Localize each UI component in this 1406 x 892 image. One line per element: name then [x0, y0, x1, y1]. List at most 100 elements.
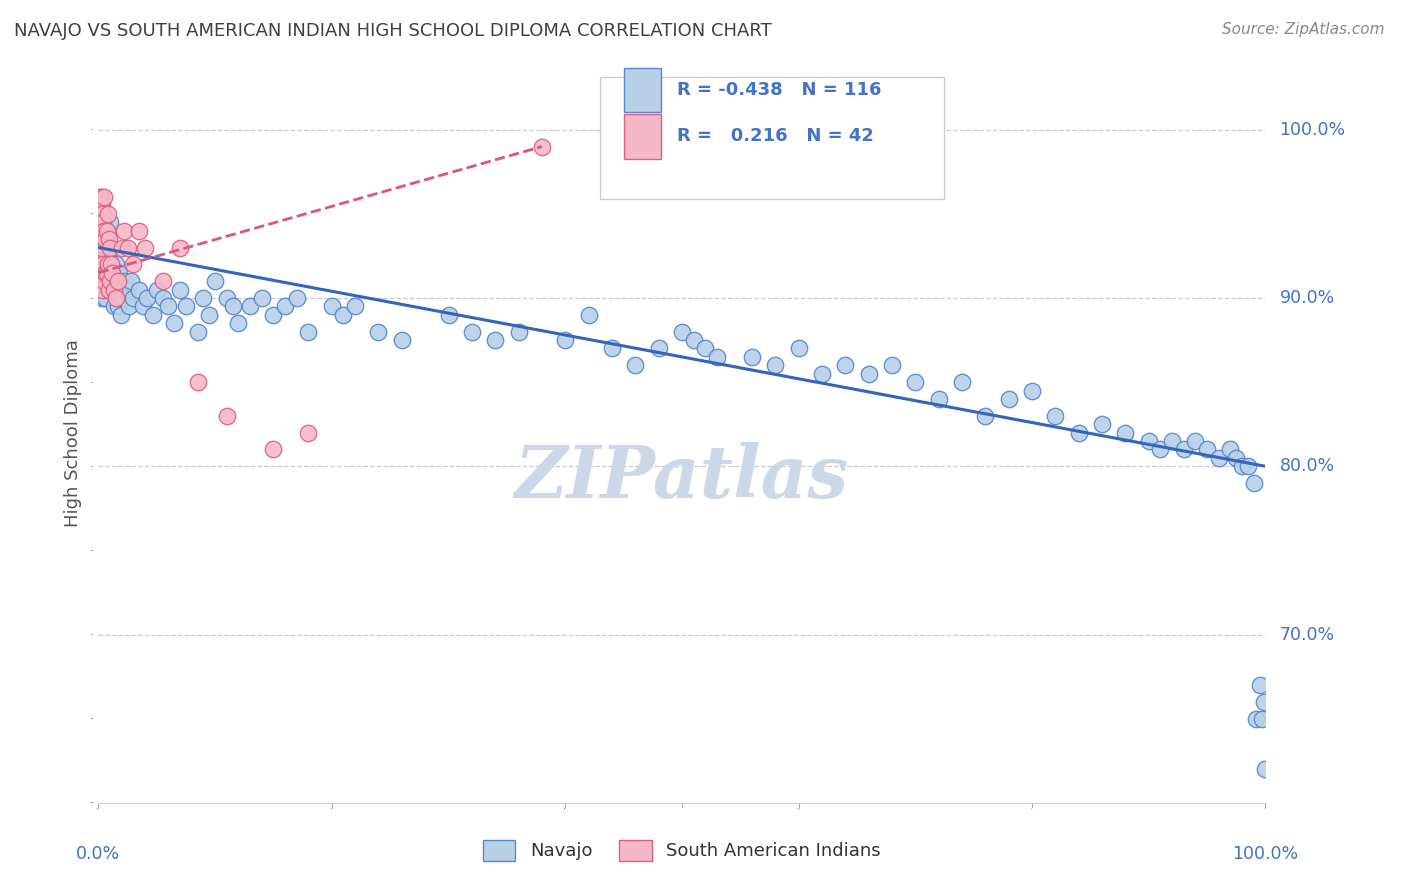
Point: [89, 224, 111, 238]
Point: [204, 274, 226, 288]
Point: [128, 283, 150, 297]
Point: [100, 257, 122, 271]
Point: [152, 291, 174, 305]
Point: [624, 359, 647, 373]
Point: [107, 300, 129, 314]
Point: [96, 232, 118, 246]
Point: [647, 342, 669, 356]
Point: [94, 291, 117, 305]
Point: [169, 283, 191, 297]
Point: [880, 359, 903, 373]
Point: [94, 232, 117, 246]
Point: [107, 274, 129, 288]
Point: [97, 232, 120, 246]
Point: [90, 190, 112, 204]
Point: [221, 300, 243, 314]
Point: [104, 274, 127, 288]
Text: R =   0.216   N = 42: R = 0.216 N = 42: [678, 128, 875, 145]
Point: [834, 359, 856, 373]
Point: [928, 392, 950, 406]
Legend: Navajo, South American Indians: Navajo, South American Indians: [475, 832, 889, 868]
Point: [98, 215, 121, 229]
Point: [250, 291, 273, 305]
Point: [239, 300, 262, 314]
Point: [169, 241, 191, 255]
Point: [1208, 450, 1230, 465]
Point: [91, 215, 114, 229]
Point: [89, 224, 111, 238]
Point: [136, 291, 159, 305]
Point: [950, 375, 973, 389]
Point: [101, 266, 124, 280]
Point: [90, 207, 112, 221]
Point: [1219, 442, 1241, 457]
Point: [91, 207, 114, 221]
Point: [1254, 762, 1277, 776]
Text: 100.0%: 100.0%: [1232, 845, 1299, 863]
Point: [671, 325, 693, 339]
Point: [91, 241, 114, 255]
Point: [91, 257, 114, 271]
Bar: [624, 114, 661, 159]
Point: [198, 308, 221, 322]
Point: [132, 300, 155, 314]
Point: [297, 325, 319, 339]
Point: [93, 249, 115, 263]
Point: [157, 300, 180, 314]
Point: [93, 190, 115, 204]
Point: [1225, 450, 1247, 465]
Point: [1249, 678, 1271, 692]
Point: [274, 300, 297, 314]
Text: ZIPatlas: ZIPatlas: [515, 442, 849, 513]
Point: [104, 291, 127, 305]
Point: [600, 342, 623, 356]
Point: [1173, 442, 1195, 457]
Point: [1149, 442, 1171, 457]
Point: [90, 198, 112, 212]
Point: [98, 241, 121, 255]
Point: [112, 274, 135, 288]
Text: 100.0%: 100.0%: [1279, 120, 1346, 139]
Point: [97, 283, 120, 297]
Point: [763, 359, 786, 373]
Point: [115, 283, 138, 297]
Point: [228, 316, 250, 330]
Point: [695, 342, 717, 356]
Point: [91, 257, 114, 271]
Point: [90, 283, 112, 297]
Point: [285, 291, 308, 305]
Point: [858, 367, 880, 381]
Point: [1243, 476, 1265, 491]
Point: [811, 367, 834, 381]
Point: [1251, 712, 1274, 726]
Point: [262, 308, 284, 322]
Point: [1137, 434, 1160, 448]
Point: [146, 283, 169, 297]
Point: [706, 350, 728, 364]
Point: [554, 333, 576, 347]
Point: [100, 266, 122, 280]
Point: [437, 308, 460, 322]
Point: [89, 190, 111, 204]
Point: [97, 207, 120, 221]
Point: [997, 392, 1019, 406]
Point: [108, 266, 131, 280]
Point: [111, 291, 134, 305]
Point: [187, 375, 209, 389]
Point: [89, 257, 111, 271]
Point: [1161, 434, 1184, 448]
Point: [122, 257, 145, 271]
Point: [1114, 425, 1136, 440]
Point: [105, 283, 128, 297]
Point: [89, 257, 111, 271]
Point: [1067, 425, 1090, 440]
Point: [120, 274, 142, 288]
Point: [1045, 409, 1067, 423]
Point: [97, 249, 120, 263]
Point: [187, 325, 209, 339]
Point: [93, 283, 115, 297]
Point: [90, 241, 112, 255]
Point: [117, 241, 139, 255]
Point: [174, 300, 197, 314]
Point: [461, 325, 484, 339]
